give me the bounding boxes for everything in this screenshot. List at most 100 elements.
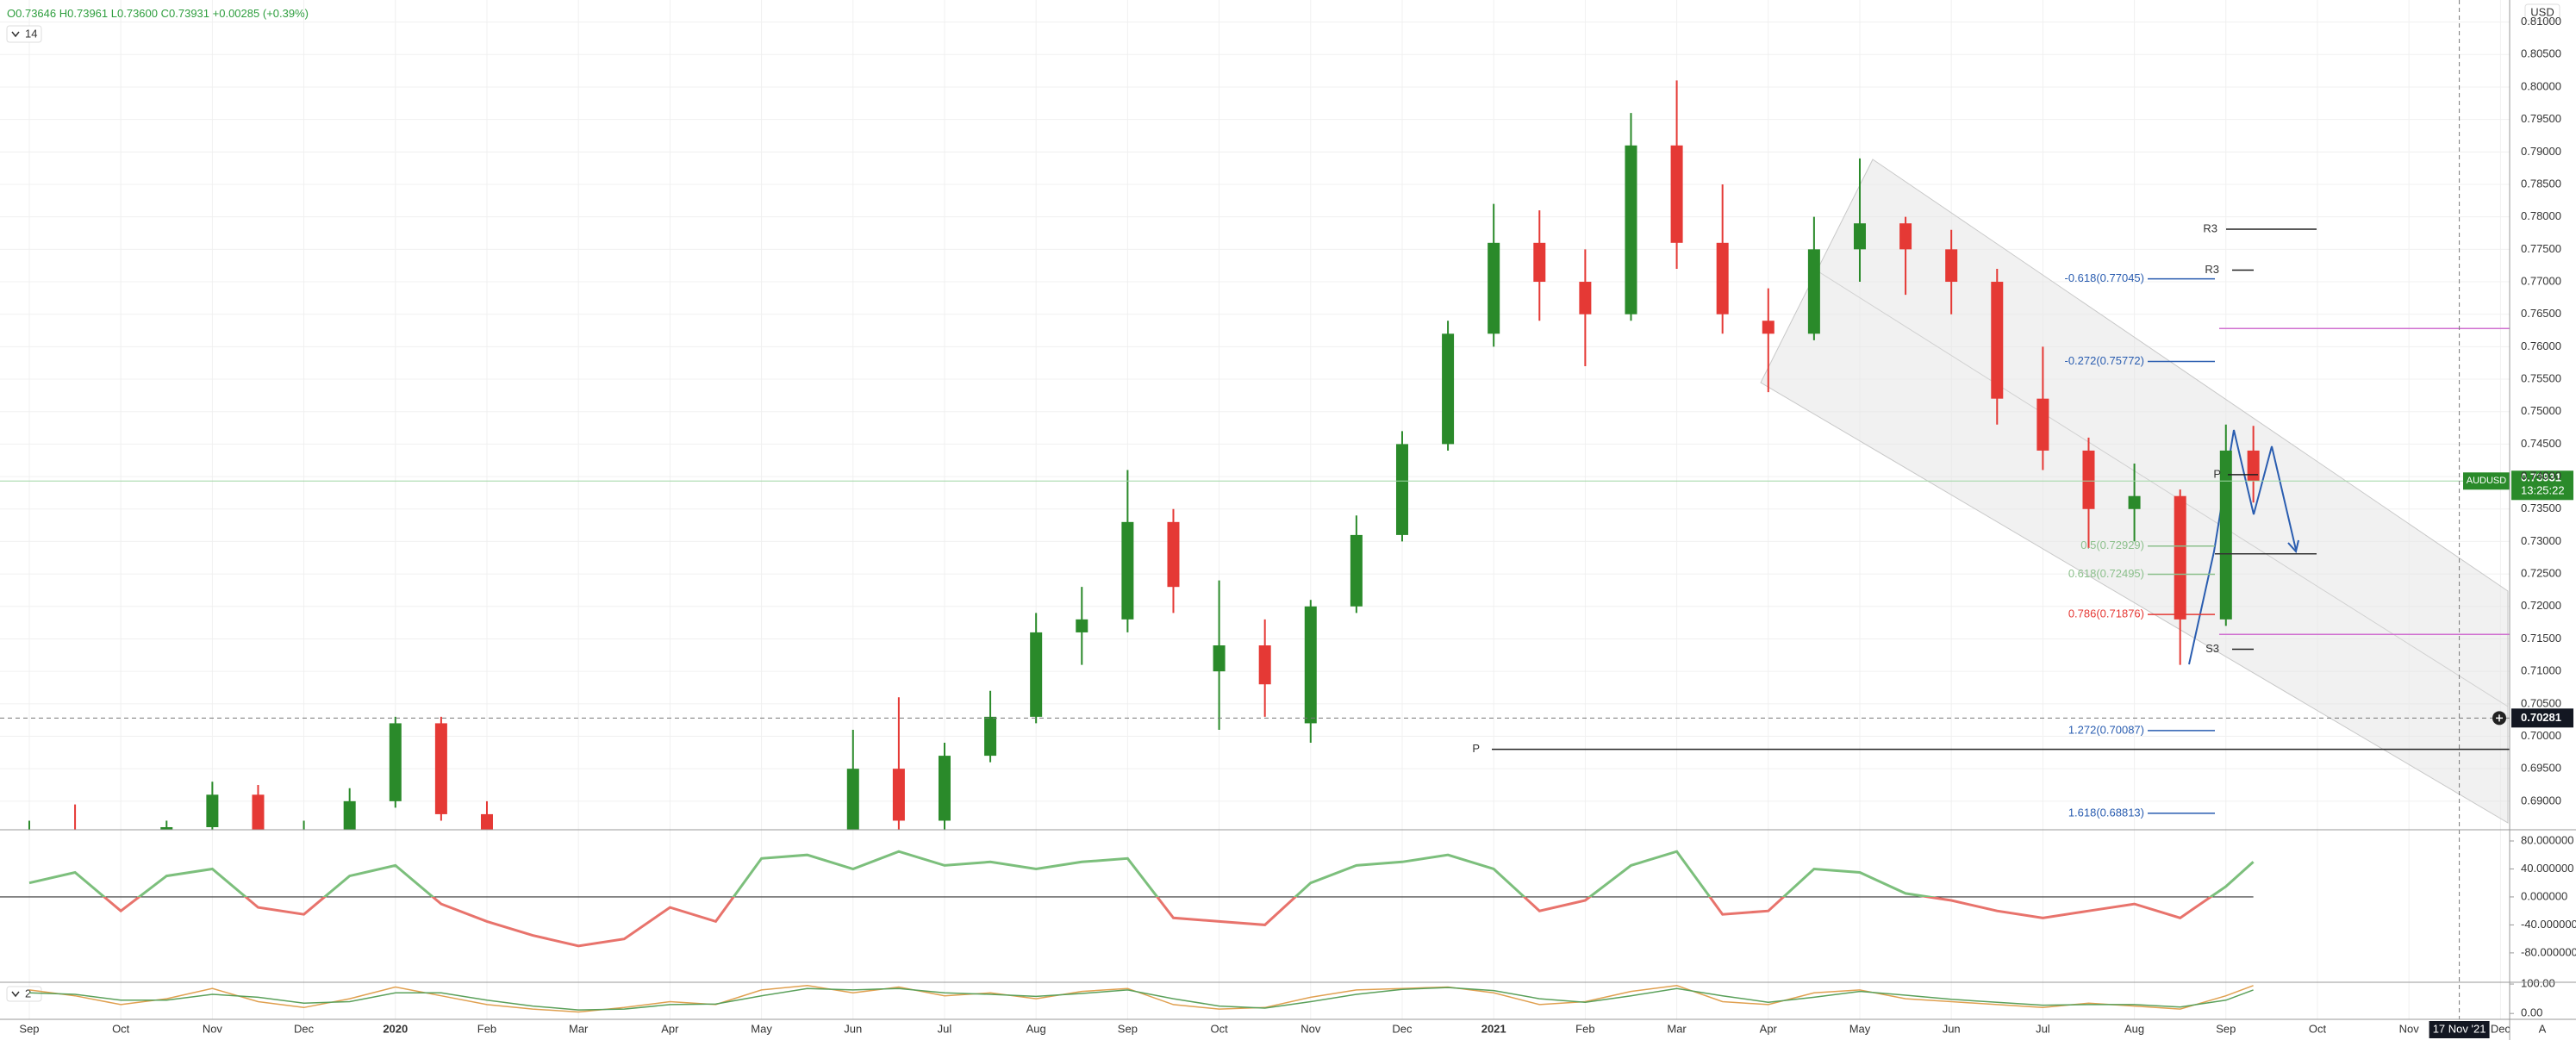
y-tick-label: -40.000000: [2521, 918, 2576, 931]
indicator-toggle[interactable]: [6, 25, 42, 43]
candle-body: [1899, 223, 1912, 250]
fib-label: -0.272(0.75772): [2064, 354, 2144, 367]
indicator-param: 14: [25, 27, 37, 40]
y-tick-label: 0.70000: [2521, 729, 2561, 742]
candle-body: [160, 826, 173, 830]
time-label: Oct: [2309, 1022, 2327, 1035]
fib-label: 1.272(0.70087): [2068, 723, 2144, 736]
candles: [28, 80, 2260, 830]
legend-low: 0.73600: [117, 7, 158, 20]
candle-body: [389, 723, 402, 801]
indicator-toggle[interactable]: [6, 986, 42, 1002]
y-tick-label: 0.76500: [2521, 307, 2561, 320]
time-label: Jul: [938, 1022, 952, 1035]
legend-close-label: C: [161, 7, 169, 20]
legend-high: 0.73961: [67, 7, 108, 20]
time-label: Nov: [203, 1022, 223, 1035]
time-label: Sep: [19, 1022, 39, 1035]
time-label: Jul: [2036, 1022, 2050, 1035]
y-tick-label: 0.74500: [2521, 437, 2561, 450]
y-tick-label: 0.000000: [2521, 889, 2567, 902]
pivot-label: R3: [2205, 263, 2219, 276]
candle-body: [1807, 249, 1820, 334]
candle-body: [892, 769, 905, 821]
time-label: Sep: [1118, 1022, 1138, 1035]
chevron-icon: [11, 991, 20, 998]
y-tick-label: 80.000000: [2521, 833, 2573, 846]
price-tag-value: 0.73931: [2521, 471, 2561, 484]
fib-label: 0.786(0.71876): [2068, 607, 2144, 620]
fib-label: 0.5(0.72929): [2080, 539, 2144, 551]
symbol-tag: [2463, 472, 2510, 490]
candle-body: [1579, 282, 1592, 314]
y-tick-label: 0.74000: [2521, 470, 2561, 483]
time-label: 2021: [1481, 1022, 1506, 1035]
legend-open: 0.73646: [16, 7, 56, 20]
pivot-label: P: [2213, 467, 2221, 480]
y-tick-label: 0.72500: [2521, 567, 2561, 580]
fib-label: -0.618(0.77045): [2064, 271, 2144, 284]
candle-body: [1213, 645, 1226, 672]
candle-body: [1121, 521, 1134, 620]
time-label: Jun: [844, 1022, 862, 1035]
y-tick-label: 0.75500: [2521, 371, 2561, 384]
candle-body: [343, 800, 356, 830]
indicator-line: [28, 985, 2254, 1013]
price-tag: [2511, 470, 2573, 501]
legend-change: +0.00285: [213, 7, 260, 20]
candle-body: [1258, 645, 1271, 685]
candle-body: [2247, 450, 2260, 482]
crosshair-price: 0.70281: [2521, 711, 2561, 724]
time-label: Aug: [2124, 1022, 2144, 1035]
y-tick-label: 0.00: [2521, 1006, 2542, 1019]
time-label: Oct: [1210, 1022, 1228, 1035]
candle-body: [1304, 606, 1317, 724]
candle-body: [434, 723, 447, 814]
projection-path: [2188, 429, 2297, 665]
candle-body: [1395, 444, 1408, 535]
fib-label: 1.618(0.68813): [2068, 806, 2144, 819]
time-label: Feb: [477, 1022, 496, 1035]
legend-close: 0.73931: [169, 7, 209, 20]
time-label: 2020: [383, 1022, 408, 1035]
pivot-label: S3: [2205, 642, 2219, 655]
oscillator-line: [28, 850, 2255, 948]
time-label: Mar: [1667, 1022, 1687, 1035]
y-tick-label: 0.80000: [2521, 79, 2561, 92]
y-tick-label: 0.70500: [2521, 696, 2561, 709]
fib-label: 0.618(0.72495): [2068, 567, 2144, 580]
time-label: Dec: [1392, 1022, 1413, 1035]
ohlc-legend: O0.73646 H0.73961 L0.73600 C0.73931 +0.0…: [7, 7, 309, 20]
crosshair-price-tag: [2511, 708, 2573, 728]
time-label: Dec: [294, 1022, 315, 1035]
candle-body: [1945, 249, 1958, 283]
time-label: Sep: [2216, 1022, 2236, 1035]
auto-scale-button[interactable]: A: [2539, 1022, 2547, 1035]
legend-low-label: L: [111, 7, 117, 20]
y-tick-label: 0.75000: [2521, 404, 2561, 417]
y-tick-label: 0.73500: [2521, 501, 2561, 514]
y-tick-label: 0.73000: [2521, 534, 2561, 547]
y-tick-label: 0.71500: [2521, 632, 2561, 645]
candle-body: [846, 769, 859, 830]
currency-label: USD: [2530, 5, 2554, 18]
y-tick-label: -80.000000: [2521, 945, 2576, 958]
projection-arrowhead: [2287, 539, 2299, 554]
candle-body: [1442, 333, 1455, 445]
y-tick-label: 0.76000: [2521, 339, 2561, 352]
time-label: Feb: [1575, 1022, 1594, 1035]
candle-body: [206, 794, 219, 827]
legend-open-label: O: [7, 7, 16, 20]
currency-button[interactable]: [2524, 3, 2560, 22]
time-label: Dec: [2491, 1022, 2511, 1035]
indicator-line: [28, 987, 2254, 1011]
y-tick-label: 0.72000: [2521, 599, 2561, 612]
y-tick-label: 0.79500: [2521, 112, 2561, 125]
candle-body: [1716, 242, 1729, 314]
candle-body: [1076, 619, 1088, 632]
countdown: 13:25:22: [2521, 484, 2565, 497]
candle-body: [1167, 521, 1180, 588]
time-label: Aug: [1026, 1022, 1046, 1035]
time-label: Mar: [569, 1022, 589, 1035]
